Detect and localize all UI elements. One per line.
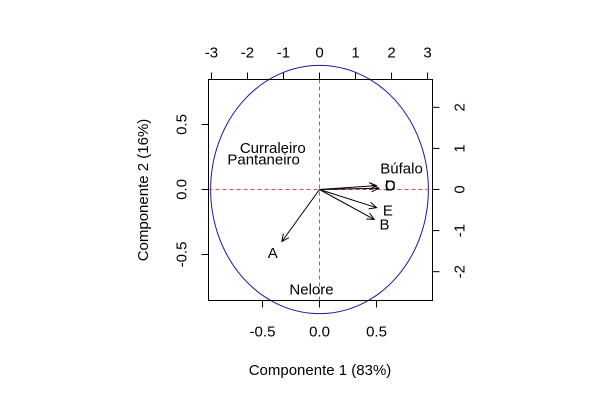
top-tick-label: -3: [205, 45, 218, 62]
top-tick-label: 1: [351, 45, 359, 62]
right-tick-label: 1: [452, 144, 469, 152]
vector-label: A: [268, 245, 278, 262]
left-tick-label: 0.5: [174, 114, 191, 135]
x-axis-title: Componente 1 (83%): [249, 362, 392, 379]
top-tick-label: 2: [387, 45, 395, 62]
bottom-tick-label: -0.5: [250, 324, 276, 341]
point-label: Nelore: [289, 282, 333, 299]
vector-label: C: [385, 178, 396, 195]
top-tick-label: -2: [241, 45, 254, 62]
arrowhead: [366, 212, 376, 220]
right-tick-label: 2: [452, 103, 469, 111]
right-tick-label: 0: [452, 185, 469, 193]
top-tick-label: 3: [423, 45, 431, 62]
bottom-tick-label: 0.0: [309, 324, 330, 341]
bottom-tick-label: 0.5: [366, 324, 387, 341]
vector-label: D: [385, 178, 396, 195]
vector-arrow: [319, 189, 377, 209]
arrowhead: [281, 233, 290, 243]
top-tick-label: -1: [277, 45, 290, 62]
arrowhead: [371, 184, 380, 193]
point-label: Pantaneiro: [227, 152, 300, 169]
vector-arrow: [319, 187, 379, 190]
vector-arrow: [319, 189, 375, 220]
point-label: Curraleiro: [240, 140, 306, 157]
right-tick-label: -2: [452, 265, 469, 278]
right-tick-label: -1: [452, 224, 469, 237]
top-tick-label: 0: [315, 45, 323, 62]
arrowhead: [368, 201, 378, 210]
left-tick-label: 0.0: [174, 179, 191, 200]
left-tick-label: -0.5: [174, 242, 191, 268]
vector-label: B: [379, 217, 389, 234]
y-axis-title: Componente 2 (16%): [135, 119, 152, 262]
vector-arrow: [281, 189, 320, 242]
point-label: Búfalo: [380, 161, 423, 178]
vector-label: E: [383, 202, 393, 219]
